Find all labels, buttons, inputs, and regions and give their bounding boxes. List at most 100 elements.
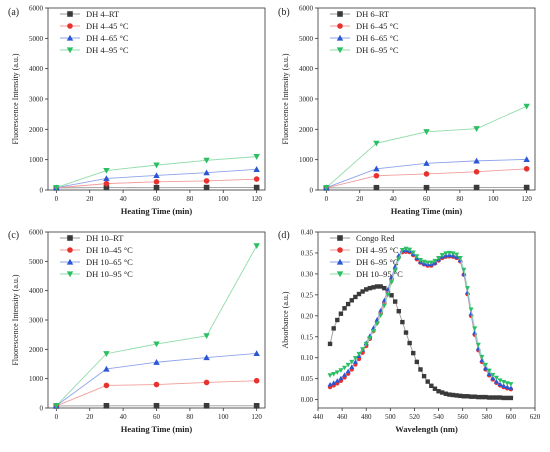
x-tick-label: 100	[218, 195, 229, 203]
data-point	[425, 379, 430, 384]
chart-panel-c: 0 20 40 60 80 100 120 0 1000 2000 3000 4000 5000 6000…	[8, 229, 266, 434]
data-point	[450, 251, 456, 256]
series-green	[323, 103, 530, 191]
x-tick-label: 0	[55, 195, 59, 203]
y-tick-label: 0.30	[301, 270, 314, 278]
data-point	[439, 390, 445, 395]
data-point	[486, 395, 492, 400]
data-point	[436, 389, 441, 394]
data-point	[327, 382, 333, 387]
data-point	[465, 394, 470, 399]
data-point	[483, 365, 489, 371]
data-point	[253, 184, 260, 191]
panel-label: (b)	[278, 7, 290, 18]
y-tick-label: 4000	[299, 65, 314, 73]
y-tick-label: 6000	[299, 5, 314, 13]
legend-marker	[337, 235, 343, 241]
data-point	[153, 179, 160, 185]
data-point	[490, 395, 496, 400]
data-point	[327, 373, 333, 378]
data-point	[421, 373, 427, 379]
y-tick-label: 4000	[29, 287, 44, 295]
legend-label: Congo Red	[356, 233, 395, 243]
plot-frame	[317, 231, 536, 409]
data-point	[103, 168, 110, 174]
legend-label: DH 6–65 °C	[356, 33, 399, 43]
data-point	[486, 371, 492, 377]
data-point	[473, 157, 480, 164]
data-point	[476, 394, 481, 400]
y-tick-label: 2000	[299, 126, 314, 134]
y-tick-label: 3000	[299, 96, 314, 104]
data-point	[447, 392, 452, 397]
legend-label: DH 4–65 °C	[86, 33, 129, 43]
legend-label: DH 4–95 °C	[356, 245, 399, 255]
data-point	[504, 384, 510, 390]
legend: DH 4–RT DH 4–45 °C DH 4–65 °C DH 4–95 °C	[60, 9, 129, 55]
data-point	[345, 368, 351, 374]
x-tick-label: 460	[337, 413, 348, 421]
x-tick-label: 0	[55, 413, 59, 421]
data-point	[479, 354, 485, 360]
legend-marker	[66, 34, 74, 41]
y-tick-label: 5000	[299, 35, 314, 43]
y-tick-label: 0.40	[301, 229, 314, 237]
series-line	[329, 286, 511, 399]
data-point	[103, 382, 110, 389]
x-axis-label: Heating Time (min)	[121, 206, 193, 216]
data-point	[370, 329, 376, 334]
data-point	[360, 289, 365, 294]
legend-marker	[66, 47, 74, 54]
panel-label: (a)	[8, 7, 19, 18]
data-point	[389, 293, 394, 298]
data-point	[399, 247, 405, 253]
data-point	[203, 178, 210, 184]
legend-marker	[336, 47, 344, 54]
y-tick-label: 0.00	[301, 396, 314, 404]
x-tick-label: 120	[521, 195, 532, 203]
data-point	[483, 394, 488, 400]
data-point	[523, 184, 530, 191]
legend-marker	[67, 247, 73, 253]
x-tick-label: 100	[488, 195, 499, 203]
data-point	[349, 298, 354, 303]
series-black	[327, 284, 514, 401]
data-point	[378, 313, 384, 318]
x-tick-label: 120	[251, 195, 262, 203]
data-point	[203, 379, 210, 386]
data-point	[363, 341, 369, 347]
data-point	[396, 309, 401, 314]
data-point	[508, 382, 514, 387]
data-point	[338, 375, 344, 381]
data-point	[494, 395, 499, 400]
data-point	[153, 403, 160, 409]
y-tick-label: 0	[40, 187, 44, 195]
data-point	[153, 359, 160, 365]
data-point	[381, 303, 387, 309]
x-axis-label: Heating Time (min)	[391, 206, 463, 216]
data-point	[331, 326, 336, 331]
legend-label: DH 10–65 °C	[86, 257, 133, 267]
data-point	[479, 357, 485, 363]
data-point	[429, 383, 434, 388]
y-axis-label: Fluorescence Intensity (a.u.)	[281, 53, 290, 144]
y-tick-label: 2000	[29, 346, 44, 354]
legend-label: DH 10–95 °C	[356, 269, 403, 279]
data-point	[475, 342, 481, 348]
y-tick-label: 0	[310, 187, 314, 195]
data-point	[367, 285, 373, 291]
data-point	[508, 395, 514, 401]
data-point	[389, 280, 395, 285]
data-point	[523, 165, 530, 172]
data-point	[364, 287, 369, 292]
data-point	[203, 354, 210, 361]
data-point	[153, 184, 160, 191]
data-point	[403, 330, 409, 335]
data-point	[253, 166, 260, 172]
legend-marker	[336, 271, 344, 278]
x-tick-label: 600	[506, 413, 517, 421]
data-point	[473, 169, 480, 175]
data-point	[334, 370, 340, 375]
data-point	[490, 372, 496, 378]
data-point	[367, 335, 373, 341]
